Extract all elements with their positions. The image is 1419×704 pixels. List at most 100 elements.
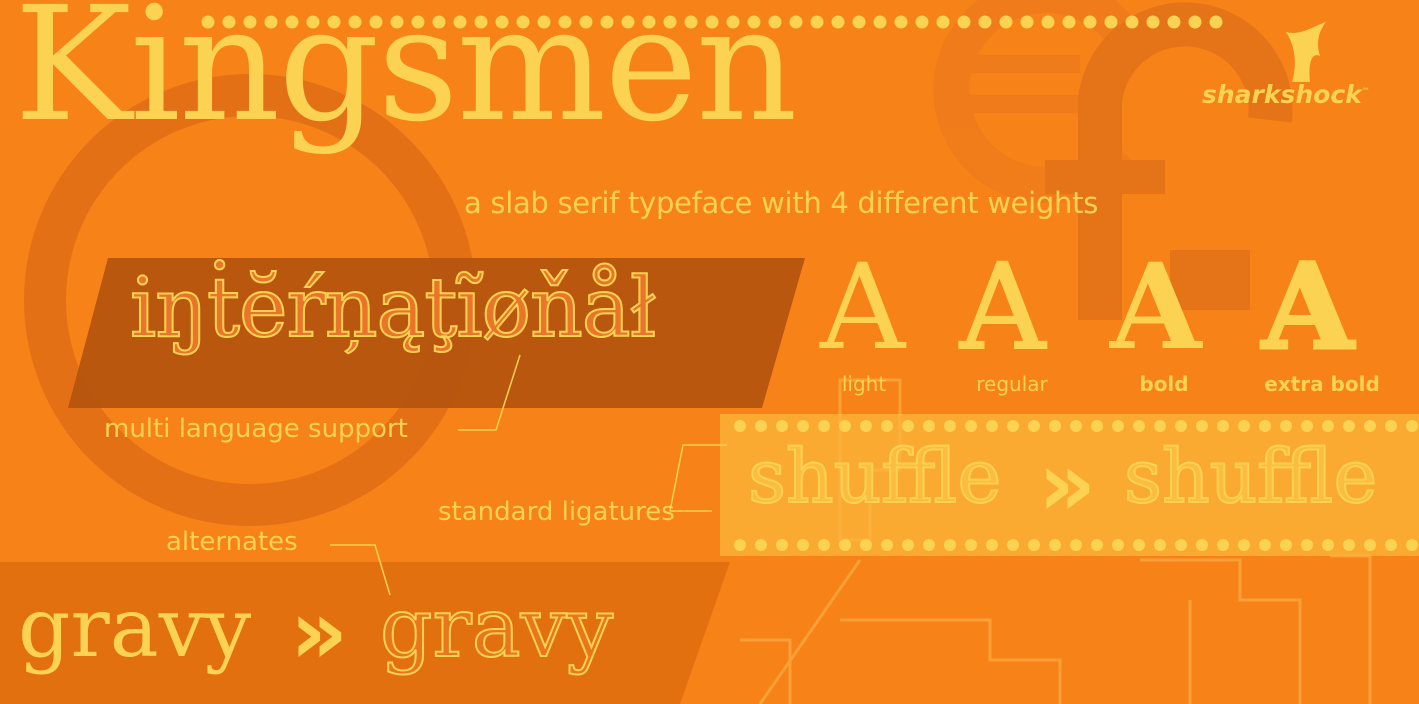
international-band [68, 258, 805, 408]
decorative-dot [881, 539, 893, 551]
alternates-band [0, 562, 730, 704]
decorative-dot [894, 15, 908, 29]
decorative-dot [797, 539, 809, 551]
decorative-dot [1196, 539, 1208, 551]
decorative-dot [1238, 420, 1250, 432]
decorative-dot [264, 15, 278, 29]
alternates-after-sample: gravy [379, 581, 614, 676]
decorative-dot [797, 420, 809, 432]
decorative-dot [1112, 539, 1124, 551]
decorative-dot [818, 539, 830, 551]
weight-bold-label: bold [1139, 372, 1189, 396]
decorative-dot [516, 15, 530, 29]
decorative-dot [1167, 15, 1181, 29]
weight-bold-glyph: A [1110, 237, 1202, 376]
decorative-dot [1217, 539, 1229, 551]
standard-ligatures-label: standard ligatures [438, 497, 675, 527]
decorative-dot [306, 15, 320, 29]
multi-language-label: multi language support [104, 414, 408, 444]
decorative-dot [1062, 15, 1076, 29]
decorative-dot [818, 420, 830, 432]
decorative-dot [1385, 420, 1397, 432]
decorative-dot [1209, 15, 1223, 29]
decorative-dot [986, 420, 998, 432]
decorative-dot [411, 15, 425, 29]
decorative-dot [860, 420, 872, 432]
decorative-dot [1238, 539, 1250, 551]
dotted-rows [201, 15, 1418, 551]
decorative-dot [642, 15, 656, 29]
decorative-dot [776, 539, 788, 551]
decorative-dot [860, 539, 872, 551]
decorative-dot [839, 539, 851, 551]
decorative-dot [1154, 420, 1166, 432]
decorative-dot [495, 15, 509, 29]
weight-extra-bold-label: extra bold [1264, 372, 1380, 396]
decorative-dot [873, 15, 887, 29]
decorative-dot [965, 539, 977, 551]
decorative-dot [1091, 420, 1103, 432]
decorative-dot [558, 15, 572, 29]
decorative-dot [915, 15, 929, 29]
page-title: Kingsmen [14, 0, 798, 157]
decorative-dot [1322, 539, 1334, 551]
weight-extra-bold-glyph: A [1261, 237, 1356, 376]
decorative-dot [1070, 420, 1082, 432]
decorative-dot [1301, 539, 1313, 551]
decorative-dot [327, 15, 341, 29]
decorative-dot [432, 15, 446, 29]
decorative-dot [1133, 420, 1145, 432]
decorative-dot [936, 15, 950, 29]
decorative-dot [902, 539, 914, 551]
decorative-dot [1406, 539, 1418, 551]
decorative-dot [734, 420, 746, 432]
decorative-dot [1364, 420, 1376, 432]
decorative-dot [1343, 420, 1355, 432]
decorative-dot [474, 15, 488, 29]
decorative-dot [831, 15, 845, 29]
decorative-dot [1070, 539, 1082, 551]
decorative-dot [881, 420, 893, 432]
decorative-dot [852, 15, 866, 29]
decorative-dot [1385, 539, 1397, 551]
weight-light-glyph: A [820, 238, 906, 376]
decorative-dot [1196, 420, 1208, 432]
ghost-glyph-outlines [740, 378, 1372, 704]
decorative-dot [1104, 15, 1118, 29]
decorative-dot [923, 420, 935, 432]
decorative-dot [839, 420, 851, 432]
decorative-dot [369, 15, 383, 29]
decorative-dot [1406, 420, 1418, 432]
ligatures-band [720, 414, 1419, 556]
decorative-dot [944, 420, 956, 432]
decorative-dot [734, 539, 746, 551]
alternates-arrow-icon: » [290, 580, 348, 685]
decorative-dot [222, 15, 236, 29]
decorative-dot [1217, 420, 1229, 432]
decorative-dot [1259, 539, 1271, 551]
ligature-after-sample: shuffle [1123, 434, 1378, 520]
weight-regular-label: regular [976, 372, 1048, 396]
ligature-before-sample: shuffle [747, 434, 1002, 520]
decorative-dot [243, 15, 257, 29]
decorative-dot [1301, 420, 1313, 432]
decorative-dot [1322, 420, 1334, 432]
decorative-dot [705, 15, 719, 29]
leader-lines [330, 354, 727, 596]
decorative-dot [1028, 539, 1040, 551]
decorative-dot [1280, 420, 1292, 432]
decorative-dot [285, 15, 299, 29]
logo-trademark: ™ [1361, 86, 1370, 96]
subtitle: a slab serif typeface with 4 different w… [464, 186, 1098, 220]
decorative-dot [776, 420, 788, 432]
decorative-dot [1280, 539, 1292, 551]
decorative-dot [1188, 15, 1202, 29]
weight-light-label: light [841, 372, 887, 396]
decorative-dot [944, 539, 956, 551]
decorative-dot [390, 15, 404, 29]
decorative-dot [755, 539, 767, 551]
decorative-dot [747, 15, 761, 29]
alternates-label: alternates [166, 527, 298, 557]
decorative-dot [1028, 420, 1040, 432]
